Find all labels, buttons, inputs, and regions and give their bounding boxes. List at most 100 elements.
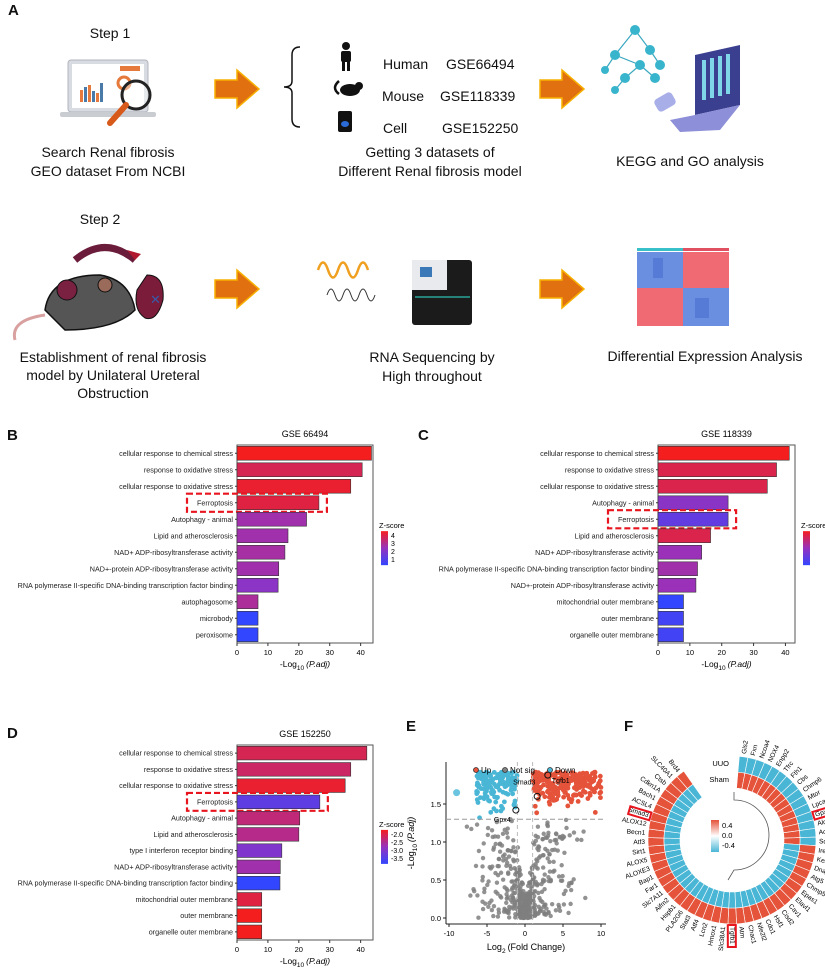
gene-label: Keap1 (816, 856, 825, 867)
panel-label-a: A (8, 2, 19, 19)
point-not-sig (544, 835, 550, 840)
point-not-sig (507, 863, 513, 869)
point-not-sig (495, 891, 500, 896)
point-not-sig (554, 841, 559, 846)
point-not-sig (511, 859, 517, 864)
point-not-sig (532, 842, 537, 847)
gene-label: Sirt1 (632, 848, 647, 857)
x-axis-label: -Log10 (P.adj) (280, 659, 330, 672)
point-up (556, 770, 562, 775)
point-not-sig (473, 863, 479, 869)
go-kegg-bar-chart-gse66494: GSE 66494 cellular response to chemical s… (18, 429, 405, 672)
legend-tick: 3 (391, 541, 395, 548)
point-not-sig (547, 852, 552, 857)
point-up (579, 783, 585, 789)
rnaseq-text-line1: RNA Sequencing by (369, 349, 495, 365)
point-not-sig (474, 822, 480, 827)
point-down (498, 808, 504, 814)
point-up (585, 796, 591, 801)
chart-title: GSE 118339 (701, 429, 752, 439)
point-not-sig (480, 878, 485, 883)
category-label: Autophagy - animal (171, 515, 233, 524)
point-not-sig (498, 895, 504, 900)
point-down (493, 799, 499, 805)
point-not-sig (505, 870, 511, 875)
gene-label: Chac1 (746, 924, 757, 944)
point-up (583, 773, 589, 779)
gene-label: Atf3 (633, 839, 645, 846)
point-not-sig (469, 826, 474, 832)
category-label: Ferroptosis (197, 797, 233, 806)
category-label: NAD+-protein ADP-ribosyltransferase acti… (511, 581, 655, 590)
bar (657, 545, 702, 560)
point-not-sig (536, 844, 541, 849)
point-down (491, 769, 497, 775)
point-not-sig (558, 878, 564, 883)
arrow-right-icon (539, 268, 586, 310)
point-up (553, 785, 559, 791)
row-label-sham: Sham (709, 775, 729, 784)
point-not-sig (500, 877, 506, 882)
point-down (498, 803, 504, 809)
point-not-sig (561, 834, 567, 840)
point-down (488, 809, 494, 815)
point-up (533, 783, 539, 789)
point-up (545, 772, 550, 778)
x-tick-label: 10 (264, 945, 272, 954)
bar (236, 762, 352, 777)
point-not-sig (485, 882, 490, 888)
chart-title: GSE 66494 (282, 429, 329, 439)
point-not-sig (495, 914, 501, 919)
highlight-box (811, 804, 825, 821)
point-not-sig (553, 837, 559, 843)
point-not-sig (494, 819, 500, 825)
point-not-sig (545, 856, 550, 861)
gene-label: Alox15 (817, 817, 825, 828)
legend-tick: -3.0 (391, 848, 403, 855)
row-label-uuo: UUO (712, 759, 729, 768)
point-up (593, 785, 599, 791)
legend-label: Up (481, 766, 492, 775)
y-axis-label: -Log10 (P.adj) (406, 817, 419, 870)
point-not-sig (546, 875, 551, 880)
point-not-sig (548, 839, 553, 844)
legend-title: Z-score (379, 521, 404, 530)
bar (657, 495, 729, 510)
dea-text: Differential Expression Analysis (607, 348, 803, 364)
point-not-sig (567, 833, 572, 838)
x-tick-label: 20 (295, 945, 303, 954)
point-not-sig (561, 891, 567, 897)
point-down (498, 773, 504, 778)
category-label: outer membrane (180, 911, 233, 920)
point-up (579, 774, 585, 780)
category-label: mitochondrial outer membrane (136, 895, 233, 904)
point-not-sig (541, 865, 546, 870)
point-not-sig (538, 906, 543, 911)
point-not-sig (471, 887, 476, 892)
point-down (501, 799, 507, 805)
sequencer-illustration (316, 260, 472, 325)
bar (657, 462, 777, 477)
uuo-text-line3: Obstruction (77, 385, 149, 401)
point-not-sig (521, 913, 527, 919)
point-not-sig (547, 869, 553, 874)
point-down (510, 791, 516, 797)
point-not-sig (495, 834, 501, 839)
point-not-sig (507, 904, 512, 910)
point-down (485, 770, 491, 775)
point-up (565, 803, 571, 809)
heat-cell-sham (663, 837, 681, 846)
point-not-sig (539, 889, 545, 895)
gene-label: Slc38A1 (718, 926, 727, 951)
gene-label: Atm (737, 926, 745, 939)
point-not-sig (486, 879, 491, 884)
gene-label: Atf4 (690, 918, 701, 932)
bar (236, 794, 321, 810)
point-not-sig (566, 883, 571, 889)
step1-label: Step 1 (89, 25, 131, 41)
point-not-sig (493, 841, 498, 847)
point-up (587, 784, 593, 790)
point-not-sig (464, 824, 470, 829)
x-axis-label-main: -Log (280, 956, 297, 966)
